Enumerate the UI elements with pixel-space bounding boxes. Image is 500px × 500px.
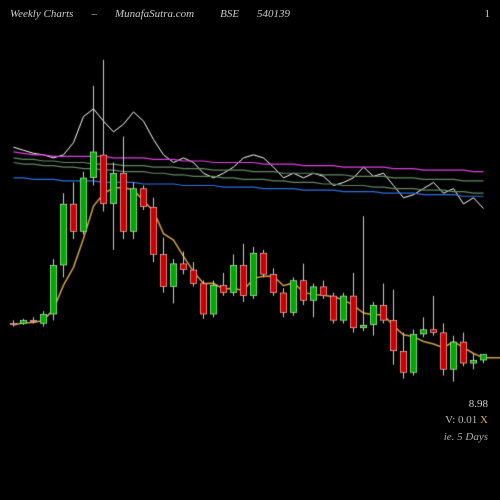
symbol-prefix: BSE xyxy=(220,8,239,20)
volume-prefix: V: xyxy=(445,414,455,426)
chart-header: Weekly Charts – MunafaSutra.com BSE 5401… xyxy=(0,8,500,20)
volume-suffix: X xyxy=(480,414,488,426)
volume-value: 0.01 xyxy=(458,414,477,426)
dash: – xyxy=(91,8,97,20)
candlestick-chart xyxy=(0,30,500,500)
volume-label: V: 0.01 X xyxy=(444,412,488,429)
days-label: ie. 5 Days xyxy=(444,429,488,446)
symbol-code: 540139 xyxy=(257,8,290,20)
chart-title: Weekly Charts xyxy=(10,8,73,20)
chart-area xyxy=(0,30,500,500)
days-value: 5 Days xyxy=(457,431,488,443)
source-label: MunafaSutra.com xyxy=(115,8,194,20)
top-right-value: 1 xyxy=(485,8,491,20)
info-panel: 8.98 V: 0.01 X ie. 5 Days xyxy=(444,396,488,446)
days-prefix: ie. xyxy=(444,431,455,443)
price-label: 8.98 xyxy=(444,396,488,413)
